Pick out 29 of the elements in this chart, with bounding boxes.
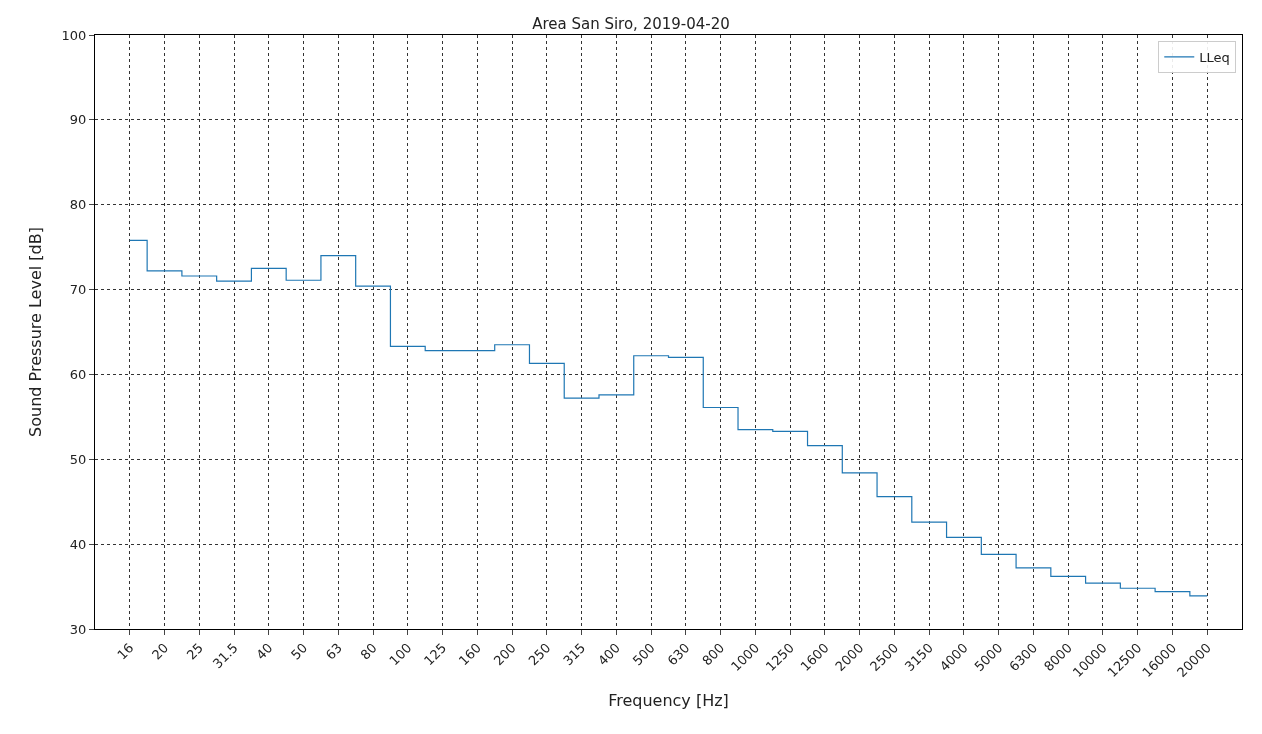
y-tick-label: 70 — [69, 282, 87, 298]
x-tick-label: 800 — [699, 640, 728, 669]
y-tick-label: 60 — [69, 366, 87, 382]
y-tick-label: 100 — [61, 27, 87, 43]
x-tick-label: 40 — [253, 640, 276, 663]
x-tick-label: 125 — [421, 640, 450, 669]
y-tick-label: 80 — [69, 197, 87, 213]
x-tick-label: 200 — [490, 640, 519, 669]
y-axis-title: Sound Pressure Level [dB] — [26, 227, 46, 437]
x-axis-title: Frequency [Hz] — [608, 690, 729, 710]
x-tick-label: 315 — [560, 640, 589, 669]
x-tick-label: 25 — [183, 640, 206, 663]
x-tick-label: 630 — [664, 640, 693, 669]
x-tick-label: 100 — [386, 640, 415, 669]
x-tick-label: 250 — [525, 640, 554, 669]
x-tick-label: 20 — [148, 640, 172, 663]
x-tick-label: 16 — [114, 640, 137, 663]
y-tick-label: 30 — [69, 621, 87, 637]
legend-label: LLeq — [1199, 49, 1230, 65]
x-tick-label: 160 — [455, 640, 485, 669]
x-tick-label: 80 — [357, 640, 380, 663]
y-tick-label: 50 — [69, 451, 87, 467]
x-tick-label: 500 — [629, 640, 658, 669]
y-tick-label: 40 — [69, 536, 87, 552]
x-tick-label: 50 — [287, 640, 311, 663]
x-tick-label: 400 — [594, 640, 624, 669]
x-tick-label: 63 — [322, 640, 346, 663]
y-tick-label: 90 — [69, 112, 87, 128]
chart-title: Area San Siro, 2019-04-20 — [532, 14, 730, 33]
